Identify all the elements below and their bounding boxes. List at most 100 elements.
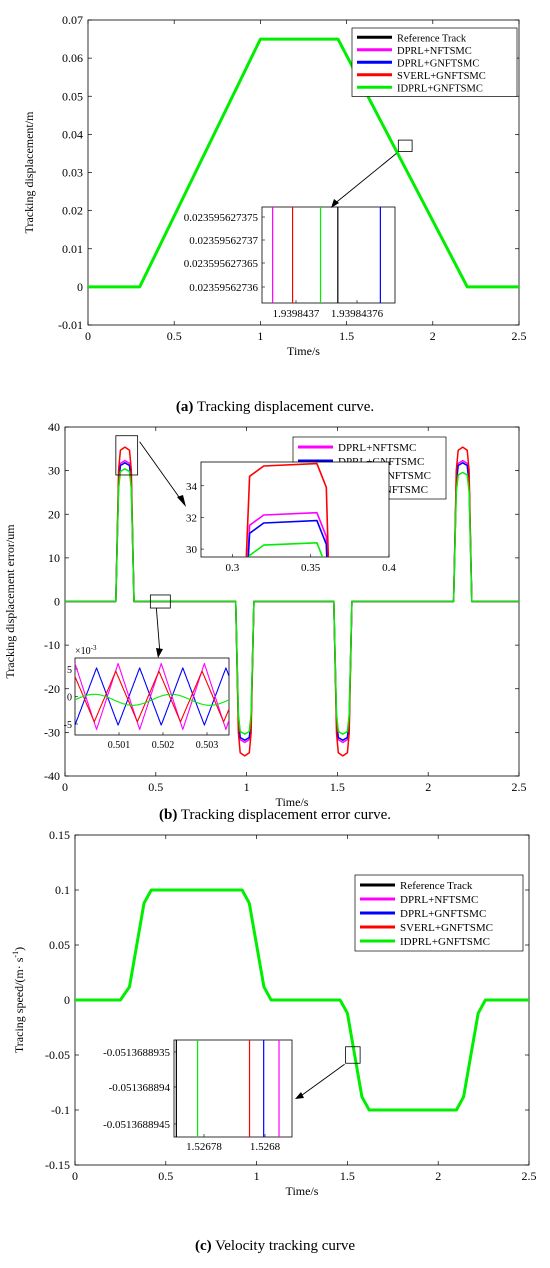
inset-y-tick-label: -0.051368894 bbox=[109, 1082, 171, 1094]
zoom-box-1 bbox=[115, 435, 139, 476]
legend-entry: DPRL+NFTSMC bbox=[338, 442, 416, 454]
panel-c: 0 0.5 1 1.5 2 2.5 -0.15 -0.1 -0.05 0 0.05 0.1 0.15 Ti… bbox=[11, 828, 537, 1198]
inset-2-series-line bbox=[74, 662, 230, 731]
caption-a: (a) Tracking displacement curve. bbox=[176, 399, 374, 415]
inset-1-series-line bbox=[248, 541, 324, 557]
y-axis-label-text: Tracking displacement/m bbox=[22, 111, 36, 234]
y-tick-label: 0.05 bbox=[49, 938, 70, 952]
caption-b-label: (b) bbox=[159, 807, 177, 823]
inset-1-frame bbox=[200, 461, 390, 558]
x-tick-label: 2.5 bbox=[522, 1169, 537, 1183]
x-axis-label: Time/s bbox=[276, 795, 309, 809]
y-tick-label: 0.01 bbox=[62, 242, 83, 256]
inset-2-y-tick-label: 5 bbox=[67, 665, 72, 676]
inset-2-exponent-power: -3 bbox=[91, 644, 97, 652]
inset-y-tick-label: 0.023595627375 bbox=[184, 212, 259, 224]
inset-2-y-tick-label: 0 bbox=[67, 693, 72, 704]
caption-c-label: (c) bbox=[195, 1238, 212, 1254]
inset-1-y-tick-label: 34 bbox=[186, 481, 198, 493]
x-tick-label: 2 bbox=[430, 329, 436, 343]
zoom-box-2 bbox=[149, 594, 171, 609]
inset-frame bbox=[173, 1039, 293, 1138]
x-tick-label: 1.5 bbox=[339, 329, 354, 343]
zoom-box bbox=[345, 1046, 361, 1064]
legend-entry: Reference Track bbox=[397, 33, 467, 44]
inset-1-y-tick-label: 30 bbox=[186, 544, 198, 556]
inset-1-x-tick-label: 0.3 bbox=[225, 562, 239, 574]
y-tick-label: 0.1 bbox=[55, 883, 70, 897]
series-line bbox=[75, 888, 529, 1112]
legend-entry: DPRL+NFTSMC bbox=[397, 46, 472, 57]
inset-y-tick-label: 0.02359562736 bbox=[189, 282, 258, 294]
y-axis-label-text: Tracing speed/(m· s bbox=[12, 957, 26, 1053]
y-tick-label: -0.05 bbox=[45, 1048, 70, 1062]
zoom-arrow bbox=[297, 1063, 345, 1099]
x-tick-label: 2.5 bbox=[512, 780, 527, 794]
x-tick-label: 1 bbox=[257, 329, 263, 343]
y-tick-label: 10 bbox=[48, 551, 60, 565]
legend-entry: IDPRL+GNFTSMC bbox=[397, 83, 483, 94]
legend-entry: DPRL+NFTSMC bbox=[400, 894, 478, 906]
inset-2-x-tick-label: 0.502 bbox=[152, 740, 175, 751]
y-axis-label: Tracing speed/(m· s-1) bbox=[11, 947, 26, 1053]
inset-1-series bbox=[245, 462, 330, 557]
x-tick-label: 2 bbox=[425, 780, 431, 794]
inset-2-series-line bbox=[74, 667, 230, 726]
inset-x-tick-label: 1.5268 bbox=[250, 1141, 281, 1153]
y-tick-label: 30 bbox=[48, 464, 60, 478]
x-tick-label: 2 bbox=[435, 1169, 441, 1183]
caption-c: (c) Velocity tracking curve bbox=[195, 1238, 355, 1254]
x-tick-label: 1.5 bbox=[330, 780, 345, 794]
caption-a-label: (a) bbox=[176, 399, 194, 415]
panel-b: 0 0.5 1 1.5 2 2.5-40-30-20-10010203040Time/sT… bbox=[3, 420, 527, 809]
x-tick-label: 2.5 bbox=[512, 329, 527, 343]
inset-2-exponent-base: ×10 bbox=[75, 646, 91, 657]
legend-entry: SVERL+GNFTSMC bbox=[400, 922, 493, 934]
y-tick-label: 0.03 bbox=[62, 166, 83, 180]
inset-2-exponent: ×10-3 bbox=[75, 644, 97, 657]
legend-entry: DPRL+GNFTSMC bbox=[397, 58, 479, 69]
x-tick-label: 1 bbox=[244, 780, 250, 794]
y-tick-label: 0.06 bbox=[62, 51, 83, 65]
x-tick-label: 0 bbox=[85, 329, 91, 343]
y-tick-label: -40 bbox=[44, 769, 60, 783]
panel-a: 0 0.5 1 1.5 2 2.5-0.0100.010.020.030.040.050.… bbox=[22, 13, 527, 358]
y-tick-label: -10 bbox=[44, 638, 60, 652]
y-tick-label: -0.1 bbox=[51, 1103, 70, 1117]
y-axis-label-end: ) bbox=[12, 947, 26, 951]
y-tick-label: -20 bbox=[44, 682, 60, 696]
y-tick-label: 0.07 bbox=[62, 13, 83, 27]
y-tick-label: 40 bbox=[48, 420, 60, 434]
y-tick-label: 0 bbox=[77, 280, 83, 294]
inset-x-tick-label: 1.52678 bbox=[186, 1141, 222, 1153]
x-tick-label: 1 bbox=[254, 1169, 260, 1183]
y-tick-label: 20 bbox=[48, 507, 60, 521]
x-tick-label: 0.5 bbox=[158, 1169, 173, 1183]
zoom-arrow-head bbox=[295, 1092, 304, 1099]
y-axis-label-text: Tracking displacement error/um bbox=[3, 524, 17, 679]
series-line bbox=[88, 37, 519, 289]
inset-x-tick-label: 1.93984376 bbox=[331, 308, 384, 320]
zoom-arrow-2-head bbox=[156, 648, 163, 658]
inset-1-x-tick-label: 0.4 bbox=[382, 562, 396, 574]
inset-2-series-line bbox=[74, 670, 230, 723]
inset-2-x-tick-label: 0.503 bbox=[196, 740, 219, 751]
inset-1-x-tick-label: 0.35 bbox=[301, 562, 321, 574]
x-tick-label: 1.5 bbox=[340, 1169, 355, 1183]
inset-1-series-line bbox=[245, 462, 330, 557]
inset-2-series-line bbox=[74, 693, 230, 706]
y-tick-label: 0.05 bbox=[62, 89, 83, 103]
y-tick-label: 0 bbox=[64, 993, 70, 1007]
caption-b: (b) Tracking displacement error curve. bbox=[159, 807, 391, 823]
zoom-arrow-head bbox=[331, 199, 339, 208]
y-tick-label: 0.15 bbox=[49, 828, 70, 842]
x-axis-label: Time/s bbox=[286, 1184, 319, 1198]
legend-entry: SVERL+GNFTSMC bbox=[397, 71, 486, 82]
zoom-arrow-1-head bbox=[177, 495, 186, 507]
inset-y-tick-label: 0.023595627365 bbox=[184, 258, 259, 270]
inset-y-tick-label: -0.0513688935 bbox=[103, 1047, 170, 1059]
zoom-arrow-1 bbox=[139, 441, 185, 505]
y-tick-label: 0.04 bbox=[62, 127, 83, 141]
x-tick-label: 0 bbox=[72, 1169, 78, 1183]
